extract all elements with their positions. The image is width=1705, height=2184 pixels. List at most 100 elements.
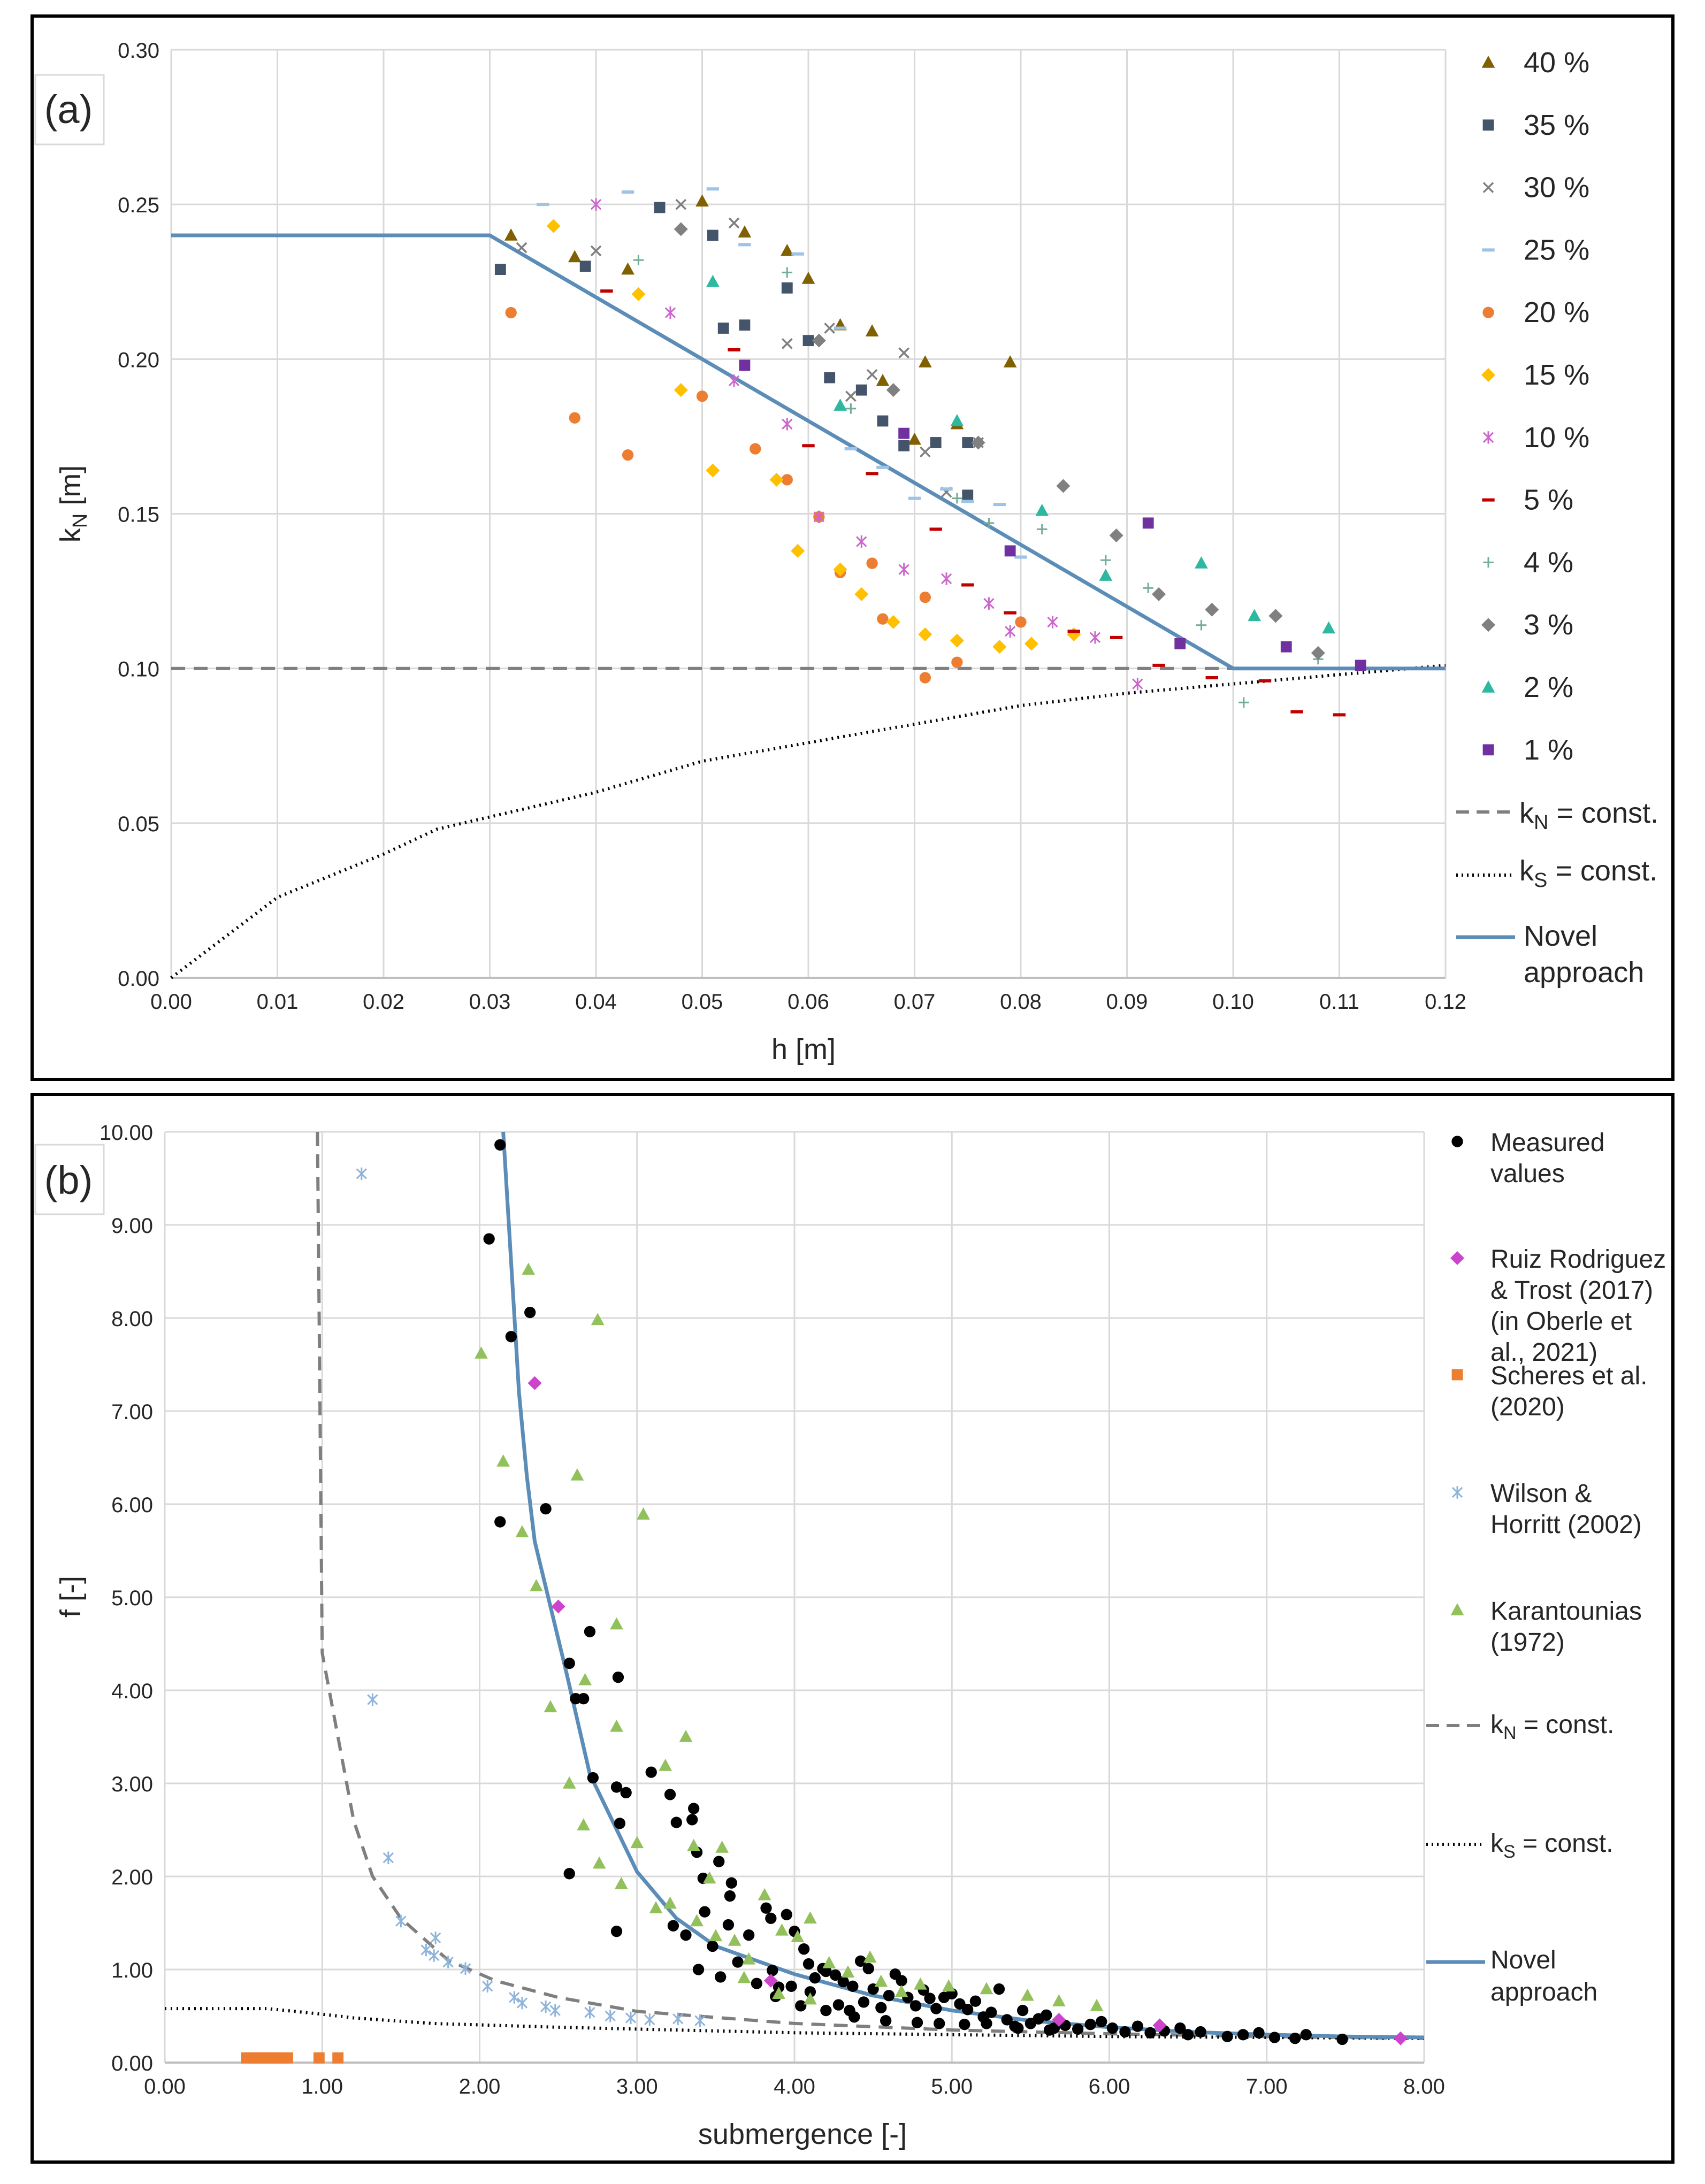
a-point-15 <box>950 633 964 648</box>
b-point-measured-values <box>610 1781 623 1793</box>
a-legend-marker-4 <box>1483 557 1494 568</box>
b-point-measured-values <box>954 1998 966 2010</box>
a-point-30 <box>728 217 740 229</box>
a-point-20 <box>919 591 931 603</box>
a-point-35 <box>877 415 889 427</box>
a-point-40 <box>876 373 890 386</box>
a-point-20 <box>1015 616 1027 628</box>
b-x-tick-label: 7.00 <box>1246 2075 1288 2098</box>
svg-text:kN = const.: kN = const. <box>1519 797 1658 834</box>
a-point-15 <box>833 562 847 577</box>
a-point-10 <box>813 510 825 523</box>
b-point-measured-values <box>1096 2016 1107 2028</box>
a-point-35 <box>824 372 836 384</box>
b-point-karantounias-1972 <box>702 1871 716 1884</box>
a-point-15 <box>1024 637 1038 651</box>
panel-a: (a) 0.00 0.01 0.02 0.03 0.04 0.05 0.06 0.07 0.08… <box>34 39 1658 1066</box>
a-x-tick-label: 0.04 <box>575 990 617 1014</box>
a-point-4 <box>1100 555 1111 565</box>
a-legend-item-2: 2 % <box>1481 671 1573 703</box>
b-point-karantounias-1972 <box>570 1468 584 1481</box>
b-series-measured-values <box>483 1139 1348 2045</box>
b-point-karantounias-1972 <box>591 1313 605 1325</box>
b-point-measured-values <box>670 1817 682 1828</box>
b-point-measured-values <box>909 2000 922 2012</box>
a-legend-label-35: 35 % <box>1524 109 1589 141</box>
a-point-40 <box>801 271 815 284</box>
a-y-tick-label: 0.30 <box>118 39 159 63</box>
b-point-measured-values <box>993 1983 1005 1995</box>
b-point-measured-values <box>494 1139 506 1151</box>
b-point-karantounias-1972 <box>737 1971 751 1983</box>
b-point-measured-values <box>707 1940 718 1952</box>
b-point-karantounias-1972 <box>742 1952 756 1965</box>
svg-text:Novel: Novel <box>1490 1946 1556 1974</box>
b-point-karantounias-1972 <box>578 1673 592 1685</box>
b-point-karantounias-1972 <box>610 1617 623 1630</box>
a-series-1 <box>739 359 1366 671</box>
a-point-3 <box>1056 479 1071 493</box>
a-point-35 <box>494 264 506 275</box>
panel-a-frame <box>30 14 1675 1081</box>
b-y-tick-label: 8.00 <box>111 1307 153 1331</box>
b-point-wilson-horritt-2002 <box>395 1914 407 1928</box>
b-x-tick-label: 6.00 <box>1089 2075 1130 2098</box>
a-y-tick-label: 0.10 <box>118 658 159 681</box>
a-series-40 <box>504 194 1017 445</box>
b-point-measured-values <box>732 1956 744 1968</box>
b-x-tick-label: 8.00 <box>1403 2075 1445 2098</box>
b-legend-marker-wilson-horritt-2002 <box>1451 1486 1463 1499</box>
b-legend-label-ruiz-rodriguez-trost-2017-in-oberle-et-al-2021: Ruiz Rodriguez <box>1490 1245 1666 1274</box>
a-legend-label-1: 1 % <box>1524 734 1573 766</box>
a-legend-marker-1 <box>1482 744 1494 756</box>
b-point-scheres-et-al-2020 <box>313 2052 325 2064</box>
b-point-karantounias-1972 <box>649 1901 663 1913</box>
a-x-tick-label: 0.01 <box>257 990 299 1014</box>
b-point-wilson-horritt-2002 <box>672 2012 684 2025</box>
a-point-15 <box>886 615 900 629</box>
a-legend-item-25: 25 % <box>1482 234 1589 266</box>
b-point-measured-values <box>854 1955 867 1967</box>
a-legend-item-35: 35 % <box>1482 109 1589 141</box>
a-point-4 <box>1036 524 1048 535</box>
a-legend-marker-20 <box>1482 306 1494 318</box>
b-point-wilson-horritt-2002 <box>644 2013 655 2026</box>
b-point-karantounias-1972 <box>894 1984 908 1997</box>
a-legend-marker-10 <box>1482 431 1494 444</box>
b-point-measured-values <box>1131 2020 1144 2032</box>
a-point-2 <box>834 399 847 411</box>
panel-a-legend-kn-const: kN = const. <box>1456 797 1658 834</box>
a-point-40 <box>695 194 709 207</box>
b-point-karantounias-1972 <box>863 1950 877 1963</box>
b-point-karantounias-1972 <box>715 1841 729 1853</box>
b-point-measured-values <box>924 1993 936 2004</box>
b-line-novel-approach <box>501 1131 1425 2040</box>
a-point-2 <box>706 274 720 287</box>
panel-b-label-box <box>34 1144 105 1215</box>
a-point-30 <box>675 198 687 210</box>
b-point-measured-values <box>1195 2026 1206 2038</box>
panel-b-y-axis-title: f [-] <box>55 1576 87 1618</box>
b-legend-label-ruiz-rodriguez-trost-2017-in-oberle-et-al-2021: al., 2021) <box>1490 1338 1597 1367</box>
a-y-tick-label: 0.15 <box>118 503 159 527</box>
b-point-ruiz-rodriguez-trost-2017-in-oberle-et-al-2021 <box>763 1973 778 1988</box>
a-point-15 <box>918 627 932 642</box>
b-point-measured-values <box>820 1965 832 1978</box>
b-point-measured-values <box>1289 2033 1301 2044</box>
a-series-2 <box>706 274 1335 634</box>
panel-a-y-axis-title: kN [m] <box>55 465 91 542</box>
b-point-karantounias-1972 <box>728 1934 741 1946</box>
b-point-measured-values <box>692 1964 705 1975</box>
b-point-wilson-horritt-2002 <box>509 1991 520 2004</box>
a-point-30 <box>898 347 909 359</box>
b-point-measured-values <box>802 1958 815 1970</box>
b-point-measured-values <box>875 2002 887 2014</box>
a-point-30 <box>516 242 527 254</box>
b-point-measured-values <box>570 1693 582 1705</box>
a-point-20 <box>919 672 931 684</box>
a-point-4 <box>633 255 644 266</box>
b-point-scheres-et-al-2020 <box>282 2052 293 2064</box>
svg-text:kS = const.: kS = const. <box>1490 1829 1613 1862</box>
a-series-30 <box>516 198 984 498</box>
